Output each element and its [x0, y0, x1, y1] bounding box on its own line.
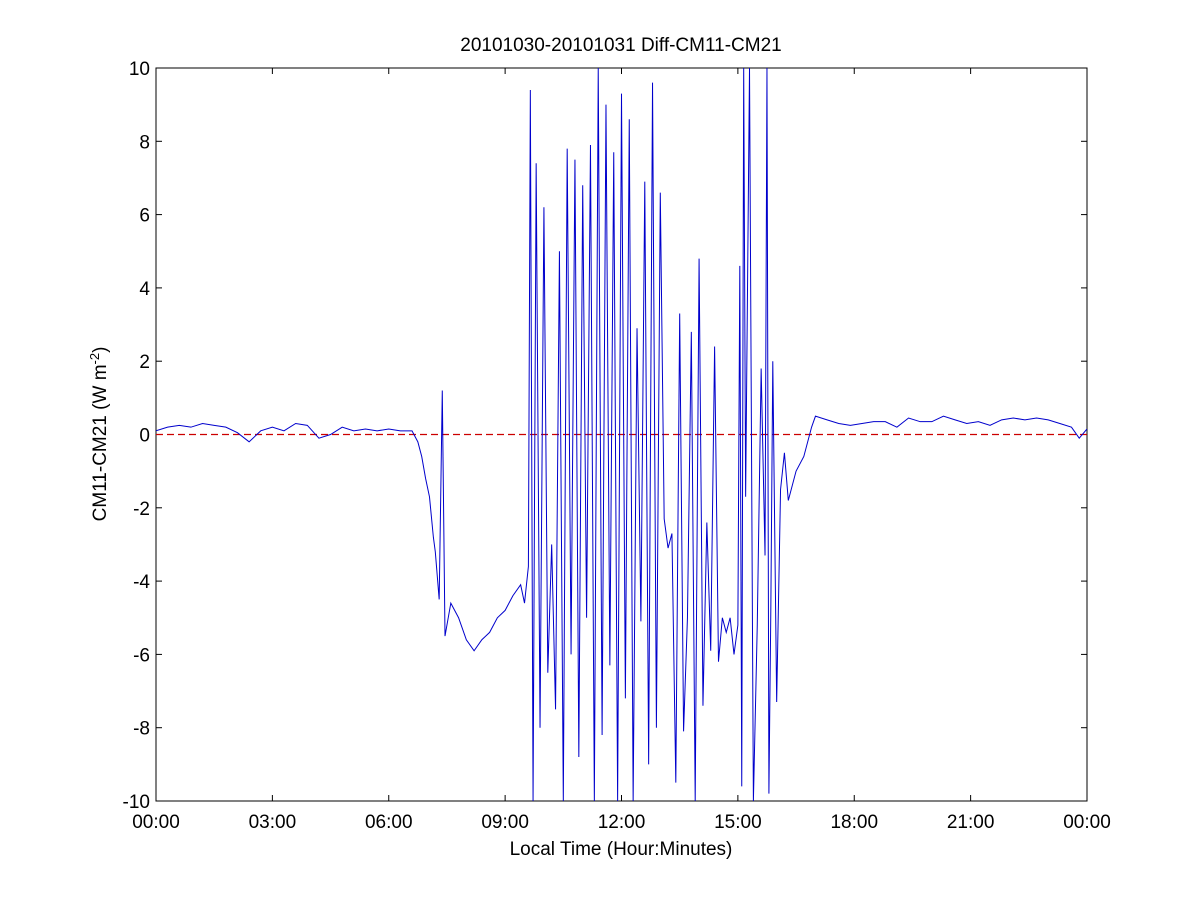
y-tick-label: 2	[139, 352, 150, 373]
x-tick-label: 06:00	[365, 812, 413, 833]
x-tick-label: 18:00	[830, 812, 878, 833]
y-tick-label: -8	[133, 719, 150, 740]
y-tick-label: -4	[133, 572, 150, 593]
x-tick-label: 00:00	[132, 812, 180, 833]
axis-tick-labels: 00:00 03:00 06:00 09:00 12:00 15:00 18:00 21:00…	[123, 59, 1111, 833]
y-tick-label: -2	[133, 499, 150, 520]
y-tick-label: 4	[139, 279, 150, 300]
x-tick-label: 03:00	[249, 812, 297, 833]
series-layer	[156, 68, 1087, 801]
x-tick-label: 00:00	[1063, 812, 1111, 833]
y-axis-label-main: CM11-CM21 (W m	[90, 364, 111, 521]
x-tick-label: 15:00	[714, 812, 762, 833]
y-axis-label: CM11-CM21 (W m-2)	[87, 347, 112, 522]
y-tick-label: 8	[139, 132, 150, 153]
x-tick-label: 09:00	[481, 812, 529, 833]
y-axis-label-close: )	[90, 347, 111, 353]
y-tick-label: 0	[139, 426, 150, 447]
y-tick-label: 6	[139, 206, 150, 227]
x-axis-label: Local Time (Hour:Minutes)	[510, 839, 733, 860]
chart-title: 20101030-20101031 Diff-CM11-CM21	[460, 35, 781, 56]
axis-ticks	[155, 67, 1088, 802]
y-axis-label-superscript: -2	[87, 353, 102, 365]
x-tick-label: 21:00	[947, 812, 995, 833]
data-series-line	[156, 68, 1087, 801]
y-tick-label: -10	[123, 792, 150, 813]
y-tick-label: -6	[133, 645, 150, 666]
y-tick-label: 10	[129, 59, 150, 80]
x-tick-label: 12:00	[598, 812, 646, 833]
